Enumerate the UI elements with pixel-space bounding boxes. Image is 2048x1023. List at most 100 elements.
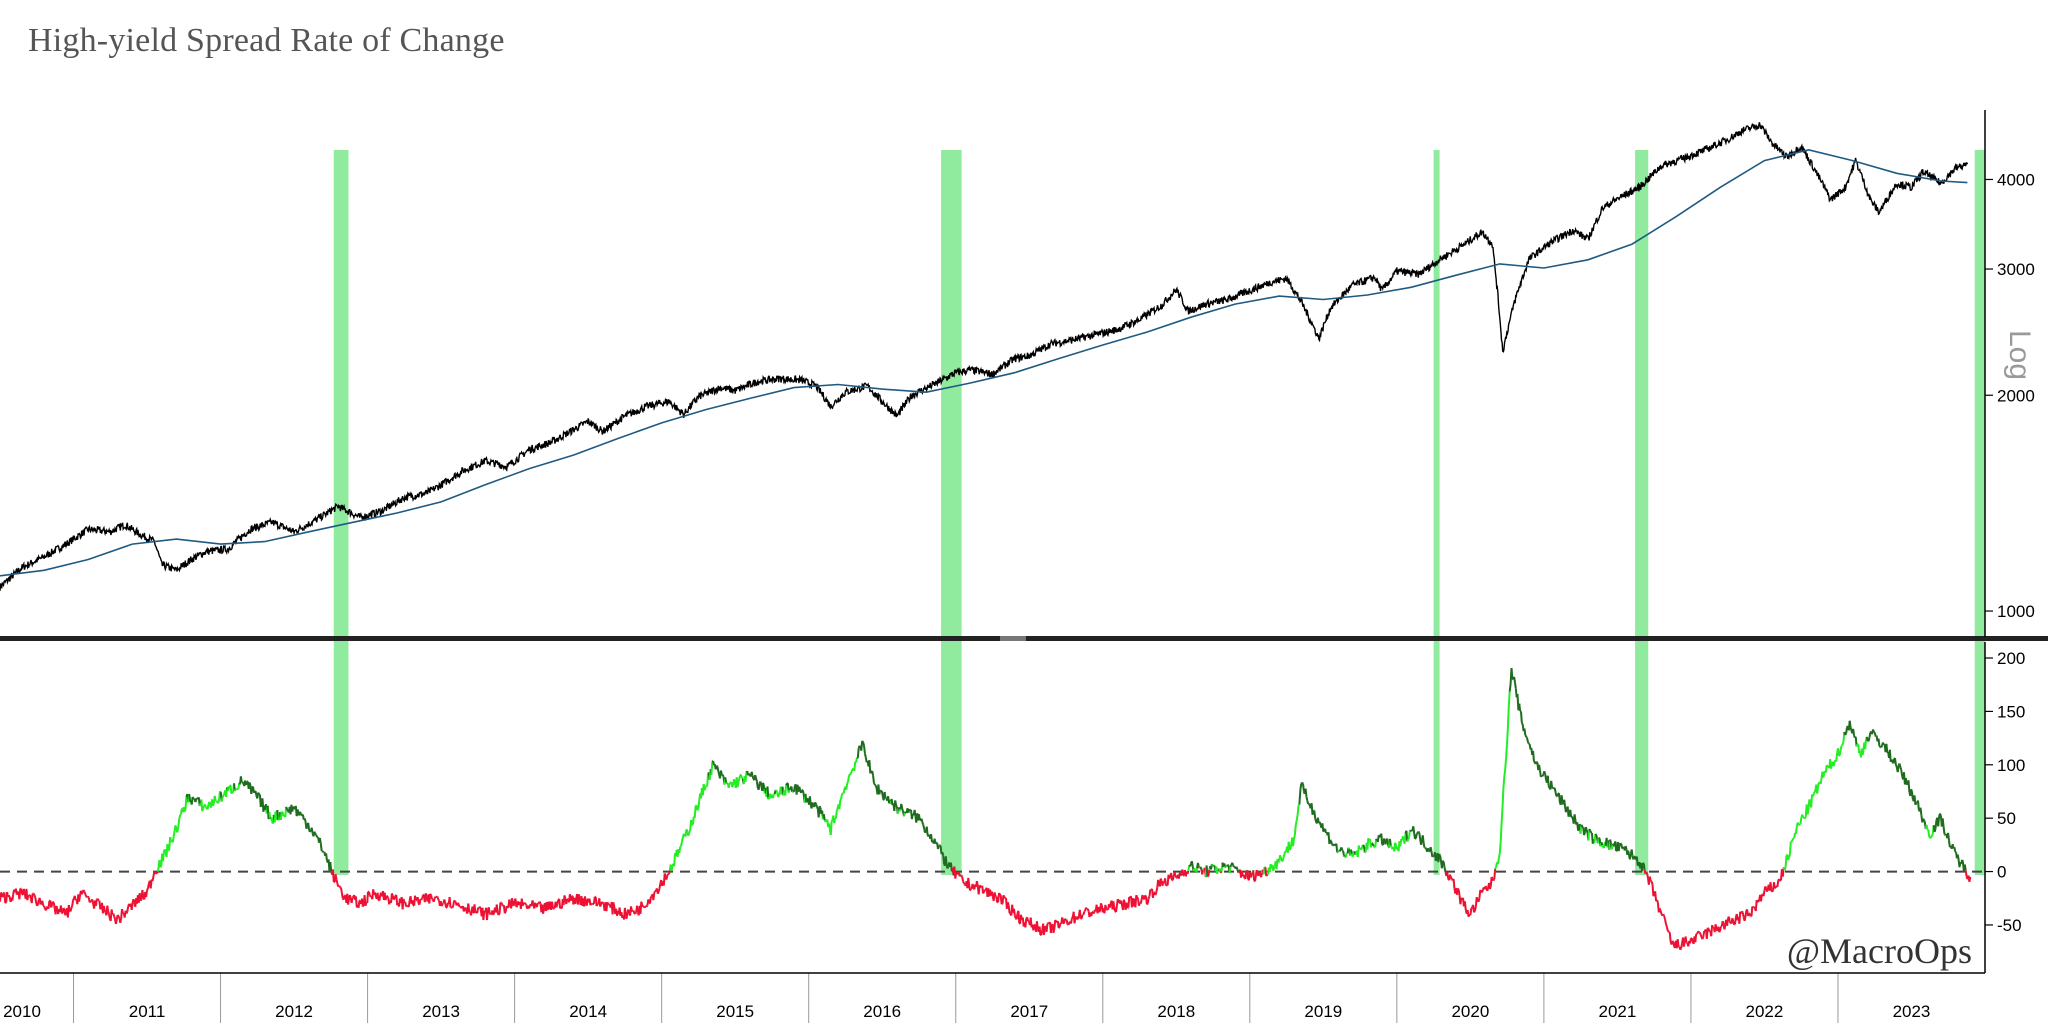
roc-segment [871,770,875,776]
roc-segment [22,888,26,893]
roc-segment [1941,818,1945,827]
roc-segment [489,912,492,916]
roc-segment [1905,782,1909,786]
roc-segment [737,778,741,783]
roc-segment [1632,856,1636,860]
roc-segment [1556,793,1560,797]
roc-segment [1412,826,1416,834]
roc-segment [55,905,59,910]
roc-segment [1202,867,1205,871]
roc-segment [303,818,307,822]
roc-segment [1054,919,1057,922]
roc-segment [1822,773,1826,778]
roc-segment [1788,841,1792,855]
roc-segment [230,791,234,795]
roc-segment [1429,846,1433,852]
roc-segment [411,900,415,906]
roc-segment [1838,749,1842,756]
roc-segment [1734,916,1737,925]
roc-segment [1868,732,1872,738]
roc-segment [599,903,603,907]
roc-segment [1518,703,1522,712]
roc-segment [818,805,822,809]
roc-segment [590,902,593,905]
roc-segment [18,888,22,900]
roc-segment [219,790,222,793]
roc-segment [250,787,254,795]
roc-segment [1776,880,1780,888]
roc-segment [41,900,45,906]
roc-segment [584,896,587,905]
roc-segment [607,902,610,906]
roc-segment [1964,869,1968,877]
roc-segment [606,901,609,905]
roc-segment [1690,937,1694,942]
roc-segment [1595,834,1599,839]
roc-segment [393,895,397,900]
roc-segment [1810,794,1813,808]
roc-segment [654,889,657,893]
roc-segment [1207,869,1211,877]
roc-segment [1689,938,1692,944]
roc-segment [1900,769,1904,777]
roc-segment [834,810,838,819]
roc-segment [1287,841,1291,851]
roc-segment [1498,841,1502,854]
roc-segment [1484,885,1488,889]
roc-segment [1899,766,1903,771]
roc-segment [116,914,120,917]
roc-segment [1519,710,1522,713]
roc-segment [1046,922,1050,925]
roc-segment [1650,879,1653,883]
roc-segment [1389,845,1393,848]
x-gridlines [73,973,1839,1023]
roc-segment [741,777,744,780]
roc-segment [7,894,11,898]
roc-segment [1848,720,1852,728]
roc-segment [1045,923,1049,932]
roc-segment [1136,896,1140,900]
roc-segment [744,772,748,782]
roc-segment [1896,765,1900,773]
roc-segment [179,813,182,816]
x-year-label: 2011 [129,1002,166,1021]
roc-segment [880,789,883,793]
roc-segment [1554,792,1558,797]
roc-segment [1157,879,1160,884]
roc-segment [1017,910,1021,924]
roc-segment [1144,894,1147,897]
roc-segment [925,826,929,836]
roc-segment [277,818,280,821]
roc-segment [1003,896,1006,899]
roc-segment [883,791,887,799]
roc-segment [44,907,48,911]
roc-segment [873,782,876,786]
roc-segment [685,828,689,834]
roc-segment [1249,875,1253,878]
roc-segment [146,887,149,891]
roc-segment [72,897,75,901]
roc-segment [59,905,63,914]
roc-segment [1115,905,1118,913]
roc-segment [313,831,317,835]
roc-segment [1338,848,1342,852]
roc-segment [1083,910,1086,913]
roc-segment [1057,926,1061,929]
roc-segment [367,891,371,896]
roc-segment [824,820,828,823]
roc-segment [67,904,71,912]
roc-segment [464,907,468,912]
roc-segment [1571,816,1574,820]
roc-segment [1583,831,1586,836]
roc-segment [1330,840,1333,845]
roc-segment [630,906,633,911]
roc-segment [1298,789,1302,805]
roc-segment [314,832,318,836]
roc-segment [1532,750,1535,761]
roc-segment [1937,816,1941,827]
roc-segment [1718,930,1721,933]
roc-segment [999,895,1003,905]
roc-segment [1255,869,1259,875]
roc-segment [196,797,199,800]
roc-segment [43,905,46,909]
